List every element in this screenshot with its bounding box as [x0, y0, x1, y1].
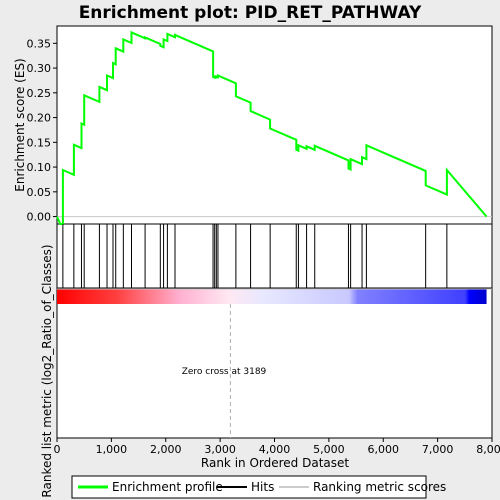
x-tick-label: 5,000 [313, 443, 345, 456]
x-axis: 0 1,000 2,000 3,000 4,000 5,000 6,000 7,000 8,00… [54, 438, 500, 456]
y-tick-label: 0.10 [27, 161, 52, 174]
y-tick-label: 0.20 [27, 112, 52, 125]
metric-y-axis-label: Ranked list metric (log2_Ratio_of_Classe… [40, 244, 54, 497]
enrichment-profile-line [56, 30, 488, 225]
y-tick-label: 0.00 [27, 211, 52, 224]
legend-hits-label: Hits [251, 480, 274, 494]
x-tick-label: 1,000 [96, 443, 128, 456]
hit-marks [62, 224, 448, 288]
hits-panel [56, 223, 493, 289]
metric-panel [56, 287, 493, 439]
y-tick-label: 0.30 [27, 62, 52, 75]
zero-cross-label: Zero cross at 3189 [182, 367, 267, 377]
es-y-axis: 0.00 0.05 0.10 0.15 0.20 0.25 0.30 0.35 [27, 37, 57, 224]
x-tick-label: 0 [54, 443, 61, 456]
y-tick-label: 0.35 [27, 37, 52, 50]
y-tick-label: 0.05 [27, 186, 52, 199]
x-tick-label: 7,000 [422, 443, 454, 456]
y-tick-label: 0.15 [27, 136, 52, 149]
chart-title: Enrichment plot: PID_RET_PATHWAY [79, 3, 422, 23]
legend: Enrichment profile Hits Ranking metric s… [71, 475, 446, 499]
x-tick-label: 4,000 [259, 443, 291, 456]
y-tick-label: 0.25 [27, 87, 52, 100]
legend-metric-label: Ranking metric scores [313, 480, 446, 494]
x-axis-label: Rank in Ordered Dataset [201, 456, 349, 470]
x-tick-label: 2,000 [150, 443, 182, 456]
legend-profile-label: Enrichment profile [112, 480, 223, 494]
x-tick-label: 3,000 [204, 443, 236, 456]
es-panel [56, 25, 493, 225]
ranking-metric-bar [57, 289, 487, 304]
legend-box [71, 475, 427, 499]
x-tick-label: 8,000 [476, 443, 500, 456]
es-y-axis-label: Enrichment score (ES) [13, 58, 27, 191]
x-tick-label: 6,000 [368, 443, 400, 456]
